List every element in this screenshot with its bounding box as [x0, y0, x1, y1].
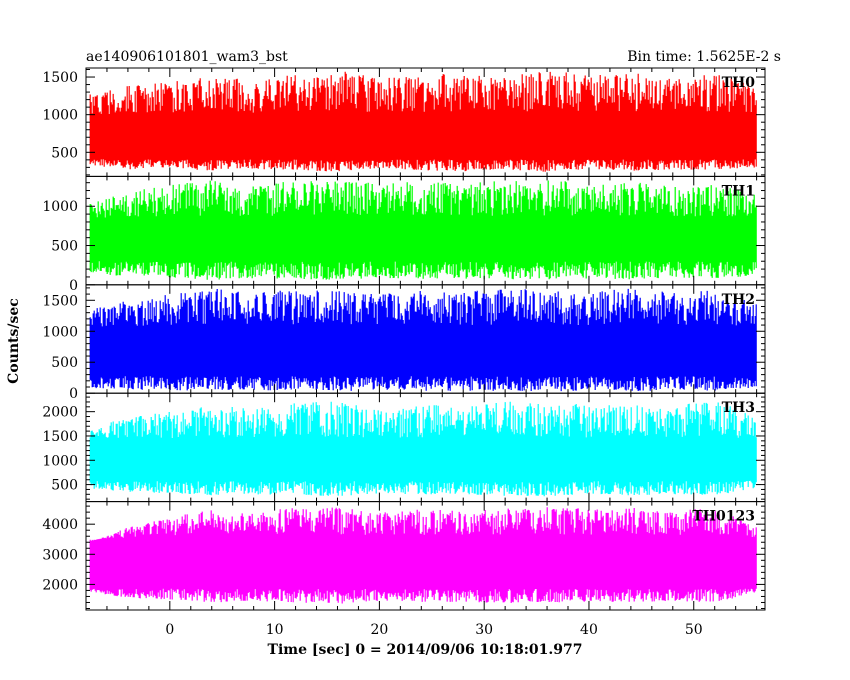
panel-th3: 500 1000 1500 2000 TH3: [42, 392, 766, 503]
y-tick-label: 0: [69, 278, 78, 294]
x-tick-label: 50: [685, 622, 703, 638]
series-line-th1: [89, 180, 757, 280]
figure-right-title: Bin time: 1.5625E-2 s: [627, 49, 781, 65]
x-tick-label: 0: [165, 622, 174, 638]
y-tick-label: 1000: [42, 199, 78, 215]
y-tick-label: 500: [51, 145, 78, 161]
panel-label-th0123: TH0123: [692, 509, 755, 525]
series-line-th3: [89, 401, 757, 497]
y-tick-label: 4000: [42, 517, 78, 533]
y-tick-label: 1500: [42, 429, 78, 445]
y-tick-label: 1000: [42, 324, 78, 340]
x-tick-label: 20: [370, 622, 388, 638]
x-tick-label: 10: [266, 622, 284, 638]
y-tick-label: 500: [51, 478, 78, 494]
x-tick-label: 40: [580, 622, 598, 638]
y-tick-label: 2000: [42, 405, 78, 421]
y-tick-label: 2000: [42, 577, 78, 593]
y-tick-label: 500: [51, 355, 78, 371]
panel-label-th3: TH3: [722, 400, 755, 416]
y-tick-label: 0: [69, 386, 78, 402]
series-line-th2: [89, 288, 757, 392]
x-axis: 0 10 20 30 40 50: [165, 622, 702, 638]
panels-group: 500 1000 1500 TH0 0 500 1000 TH1 0 500 1000 1500 TH2…: [42, 67, 766, 611]
y-tick-label: 1000: [42, 108, 78, 124]
series-line-th0123: [89, 507, 757, 604]
panel-label-th1: TH1: [722, 183, 755, 199]
panel-th1: 0 500 1000 TH1: [42, 175, 766, 294]
x-axis-title: Time [sec] 0 = 2014/09/06 10:18:01.977: [268, 642, 583, 658]
y-tick-label: 1500: [42, 293, 78, 309]
panel-th0123: 2000 3000 4000 TH0123: [42, 501, 766, 611]
panel-frame-th0123: [85, 501, 766, 611]
panel-th0: 500 1000 1500 TH0: [42, 67, 766, 177]
figure-left-title: ae140906101801_wam3_bst: [86, 49, 288, 65]
y-tick-label: 1000: [42, 453, 78, 469]
y-tick-label: 3000: [42, 547, 78, 563]
y-tick-label: 1500: [42, 70, 78, 86]
x-tick-label: 30: [475, 622, 493, 638]
panel-label-th2: TH2: [722, 292, 755, 308]
y-axis-title: Counts/sec: [6, 298, 22, 384]
panel-label-th0: TH0: [722, 75, 756, 91]
panel-th2: 0 500 1000 1500 TH2: [42, 284, 766, 402]
y-tick-label: 500: [51, 239, 78, 255]
series-line-th0: [89, 71, 757, 172]
